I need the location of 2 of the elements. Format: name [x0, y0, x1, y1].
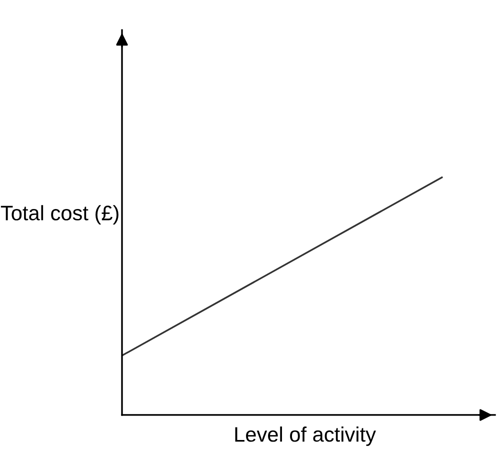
x-axis-title: Level of activity — [235, 426, 376, 446]
y-axis-title: Total cost (£) — [0, 205, 118, 225]
